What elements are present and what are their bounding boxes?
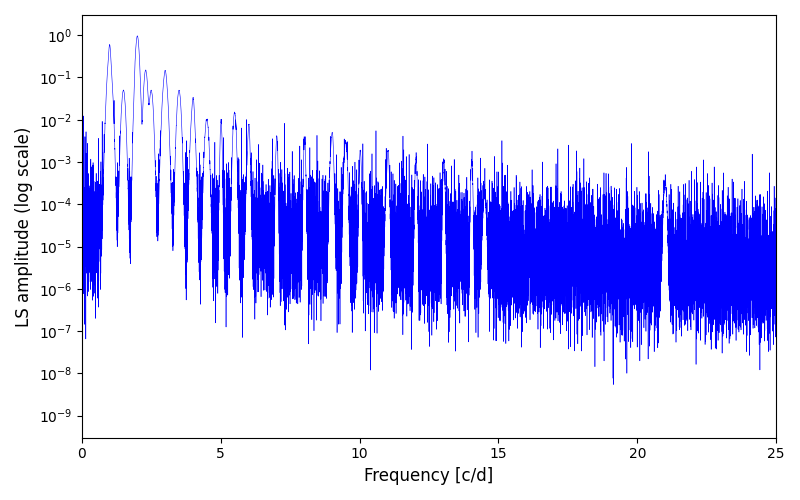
Y-axis label: LS amplitude (log scale): LS amplitude (log scale) [15,126,33,326]
X-axis label: Frequency [c/d]: Frequency [c/d] [364,467,494,485]
